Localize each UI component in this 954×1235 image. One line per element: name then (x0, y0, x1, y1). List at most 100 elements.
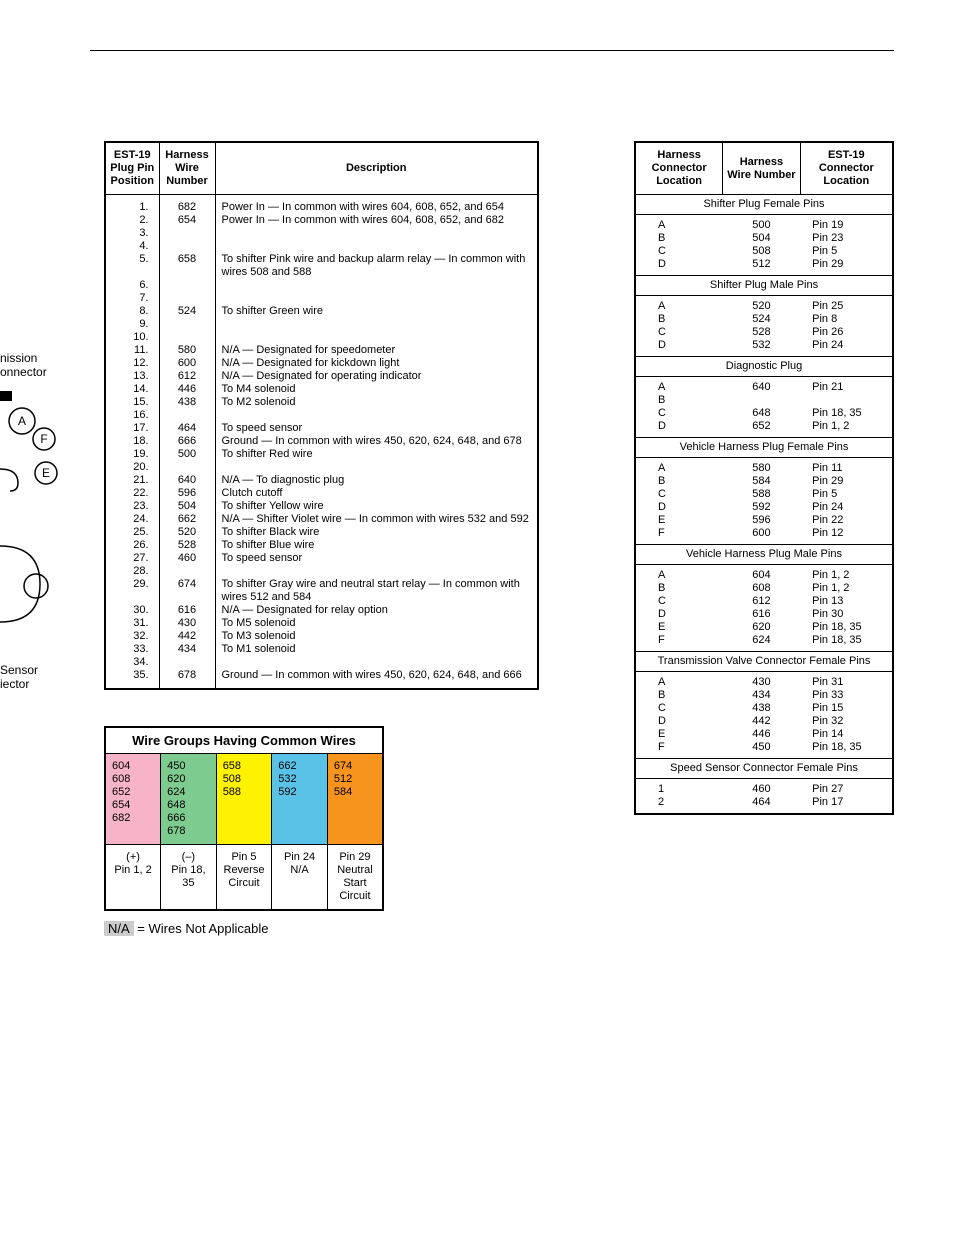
table-row: 35.678Ground — In common with wires 450,… (105, 669, 538, 689)
table-row: 6. (105, 279, 538, 292)
harness-section-header: Vehicle Harness Plug Female Pins (635, 438, 893, 458)
left-cutoff-column: nission onnector A F E Sensor iector (0, 141, 90, 697)
cell-wire: 438 (159, 396, 215, 409)
table-row: 15.438To M2 solenoid (105, 396, 538, 409)
wire-group-cell: 674512584 (327, 754, 383, 845)
table-row: 5.658To shifter Pink wire and backup ala… (105, 253, 538, 279)
cell-desc: To M2 solenoid (215, 396, 538, 409)
svg-text:E: E (42, 466, 50, 480)
cell-pin: 32. (105, 630, 159, 643)
cell-pin: 11. (105, 344, 159, 357)
cell-wire: 520 (723, 296, 800, 314)
wire-group-label: (+)Pin 1, 2 (105, 845, 161, 911)
cell-est: Pin 13 (800, 595, 893, 608)
cell-pin: 35. (105, 669, 159, 689)
cell-wire (159, 331, 215, 344)
cell-wire (159, 279, 215, 292)
table-row: A604Pin 1, 2 (635, 565, 893, 583)
cell-wire: 434 (723, 689, 800, 702)
cell-loc: A (635, 215, 723, 233)
table-row: 4. (105, 240, 538, 253)
harness-section-header: Vehicle Harness Plug Male Pins (635, 545, 893, 565)
cell-wire: 580 (723, 458, 800, 476)
cell-est: Pin 11 (800, 458, 893, 476)
wire-group-cell: 450620624648666678 (161, 754, 217, 845)
cell-wire: 624 (723, 634, 800, 652)
cell-loc: E (635, 514, 723, 527)
table-row: B608Pin 1, 2 (635, 582, 893, 595)
wire-group-label: Pin 5Reverse Circuit (216, 845, 272, 911)
cell-est: Pin 32 (800, 715, 893, 728)
cell-est: Pin 14 (800, 728, 893, 741)
cell-est: Pin 24 (800, 339, 893, 357)
cell-pin: 6. (105, 279, 159, 292)
cell-desc: To M5 solenoid (215, 617, 538, 630)
side-label-sensor: Sensor iector (0, 663, 90, 691)
table-row: B524Pin 8 (635, 313, 893, 326)
cell-desc: Power In — In common with wires 604, 608… (215, 214, 538, 227)
table-row: 23.504To shifter Yellow wire (105, 500, 538, 513)
cell-wire: 612 (159, 370, 215, 383)
cell-pin: 22. (105, 487, 159, 500)
table-row: 33.434To M1 solenoid (105, 643, 538, 656)
cell-loc: F (635, 741, 723, 759)
table-row: 8.524To shifter Green wire (105, 305, 538, 318)
cell-loc: B (635, 394, 723, 407)
table-row: 30.616N/A — Designated for relay option (105, 604, 538, 617)
table-row: F624Pin 18, 35 (635, 634, 893, 652)
cell-desc: N/A — Shifter Violet wire — In common wi… (215, 513, 538, 526)
cell-wire (159, 240, 215, 253)
wire-group-label: Pin 24N/A (272, 845, 328, 911)
cell-est: Pin 18, 35 (800, 634, 893, 652)
table-row: 11.580N/A — Designated for speedometer (105, 344, 538, 357)
table-row: C612Pin 13 (635, 595, 893, 608)
table-row: 20. (105, 461, 538, 474)
cell-loc: C (635, 407, 723, 420)
cell-wire (159, 565, 215, 578)
table-row: 9. (105, 318, 538, 331)
cell-desc: To M4 solenoid (215, 383, 538, 396)
col-header-pin: EST-19 Plug Pin Position (105, 142, 159, 195)
groups-title: Wire Groups Having Common Wires (105, 727, 383, 754)
table-row: C588Pin 5 (635, 488, 893, 501)
cell-desc: To shifter Yellow wire (215, 500, 538, 513)
cell-pin: 29. (105, 578, 159, 604)
cell-est: Pin 12 (800, 527, 893, 545)
harness-col-est: EST-19 Connector Location (800, 142, 893, 195)
cell-est: Pin 18, 35 (800, 741, 893, 759)
cell-desc: N/A — Designated for operating indicator (215, 370, 538, 383)
cell-wire: 674 (159, 578, 215, 604)
cell-pin: 16. (105, 409, 159, 422)
cell-wire: 666 (159, 435, 215, 448)
cell-pin: 23. (105, 500, 159, 513)
table-row: D616Pin 30 (635, 608, 893, 621)
cell-est: Pin 5 (800, 245, 893, 258)
cell-wire (159, 227, 215, 240)
table-row: A500Pin 19 (635, 215, 893, 233)
cell-wire (159, 409, 215, 422)
cell-wire: 648 (723, 407, 800, 420)
cell-pin: 1. (105, 195, 159, 215)
cell-pin: 10. (105, 331, 159, 344)
cell-wire: 532 (723, 339, 800, 357)
cell-wire: 652 (723, 420, 800, 438)
cell-desc (215, 461, 538, 474)
cell-desc (215, 318, 538, 331)
cell-pin: 8. (105, 305, 159, 318)
cell-wire: 504 (723, 232, 800, 245)
harness-section-header: Shifter Plug Male Pins (635, 276, 893, 296)
harness-connector-table: Harness Connector Location Harness Wire … (634, 141, 894, 815)
cell-est: Pin 33 (800, 689, 893, 702)
table-row: 24.662N/A — Shifter Violet wire — In com… (105, 513, 538, 526)
cell-desc: N/A — To diagnostic plug (215, 474, 538, 487)
cell-desc (215, 409, 538, 422)
cell-wire: 658 (159, 253, 215, 279)
cell-loc: D (635, 339, 723, 357)
cell-pin: 25. (105, 526, 159, 539)
cell-est: Pin 1, 2 (800, 565, 893, 583)
table-row: 16. (105, 409, 538, 422)
cell-loc: C (635, 702, 723, 715)
cell-loc: A (635, 377, 723, 395)
table-row: E446Pin 14 (635, 728, 893, 741)
cell-desc: To speed sensor (215, 422, 538, 435)
